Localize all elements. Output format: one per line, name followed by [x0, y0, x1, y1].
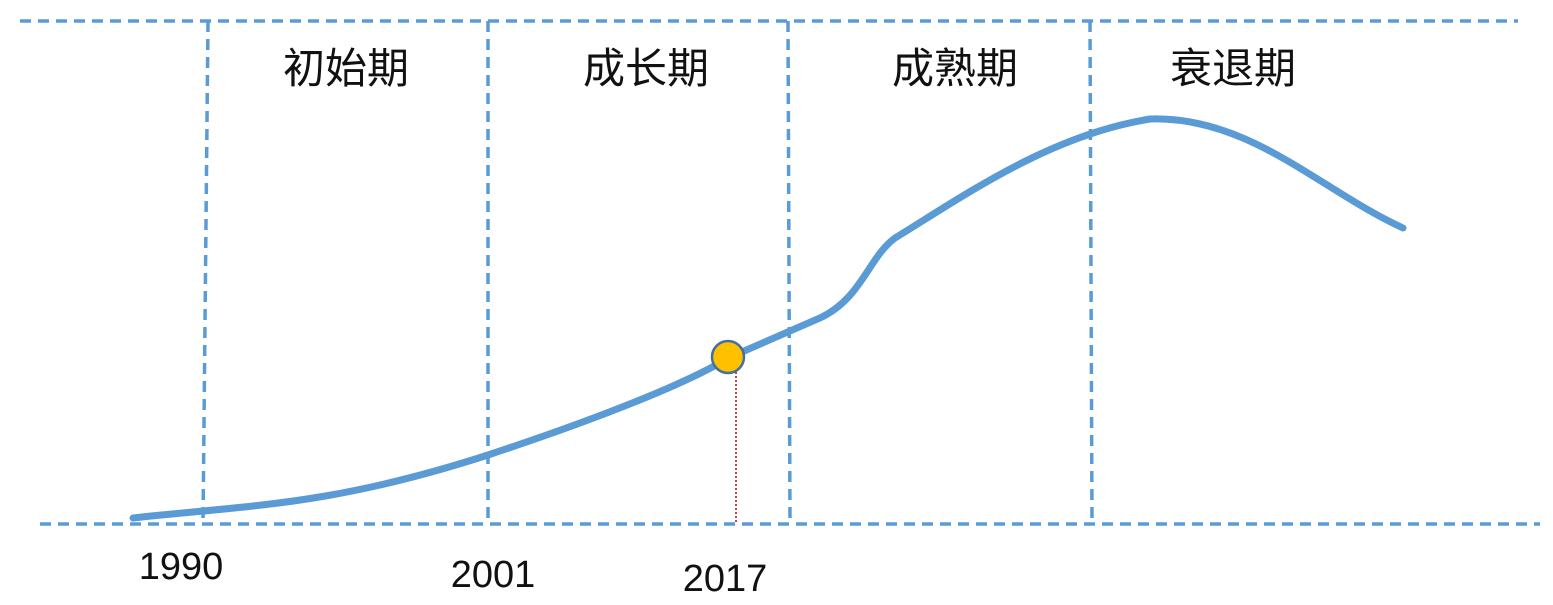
year-label: 2001	[451, 554, 536, 596]
year-label: 1990	[139, 546, 224, 588]
phase-divider	[786, 20, 792, 525]
current-position-dot	[710, 339, 746, 375]
phase-label: 成长期	[583, 44, 709, 93]
phase-divider	[201, 20, 210, 525]
year-label: 2017	[683, 558, 768, 600]
phase-divider	[1088, 20, 1094, 525]
phase-label: 衰退期	[1170, 44, 1296, 93]
phase-label: 成熟期	[892, 44, 1018, 93]
lifecycle-curve	[129, 115, 1407, 522]
phase-label: 初始期	[283, 44, 409, 93]
